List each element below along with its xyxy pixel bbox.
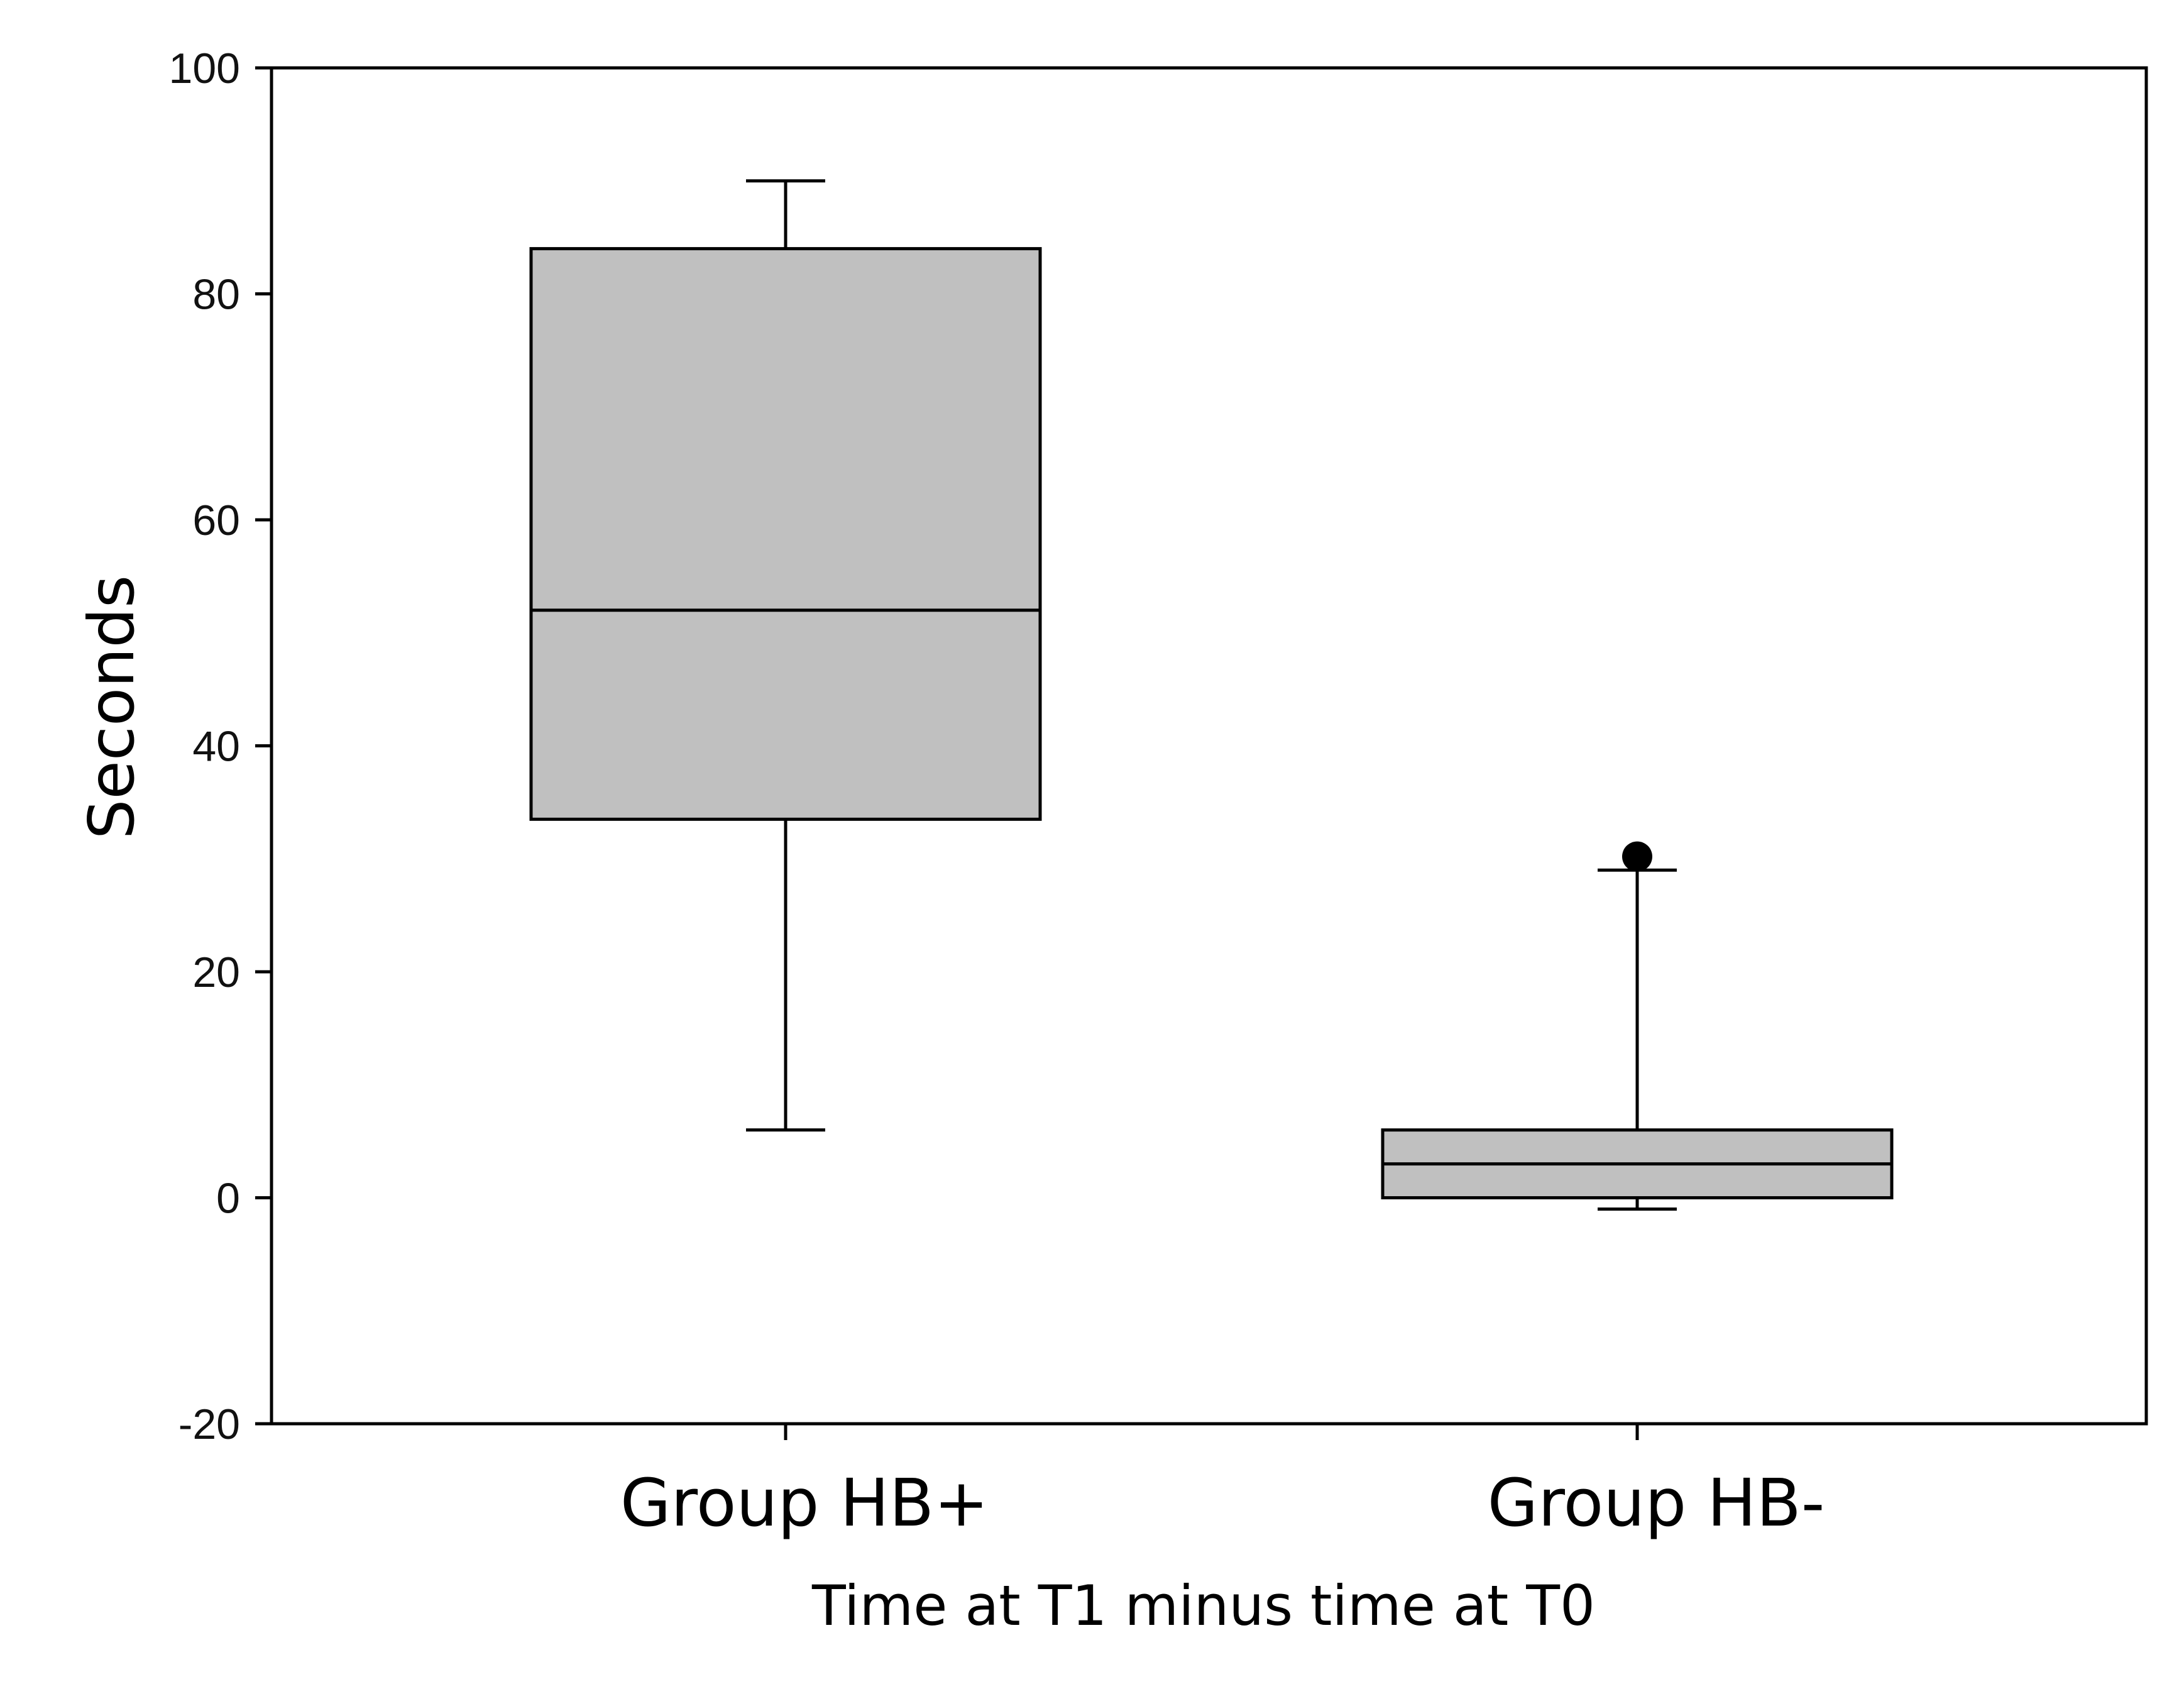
x-axis-title: Time at T1 minus time at T0 — [811, 1573, 1595, 1638]
interquartile-box — [529, 247, 1042, 821]
y-axis: -20 0 20 40 60 80 100 — [169, 45, 272, 1448]
y-tick-label: 40 — [192, 723, 240, 771]
box-1 — [529, 179, 1042, 1132]
boxes — [529, 179, 1894, 1211]
outlier-point — [1622, 841, 1652, 872]
y-tick-label: 100 — [169, 45, 240, 92]
box-2 — [1381, 841, 1894, 1211]
y-tick-label: 20 — [192, 949, 240, 996]
y-tick-label: 0 — [216, 1175, 240, 1223]
y-tick-label: -20 — [178, 1400, 240, 1448]
x-category-label: Group HB+ — [620, 1465, 989, 1541]
x-axis: Group HB+ Group HB- — [620, 1424, 1825, 1541]
y-tick-label: 60 — [192, 497, 240, 544]
y-tick-label: 80 — [192, 271, 240, 319]
x-category-label: Group HB- — [1488, 1465, 1825, 1541]
y-axis-title: Seconds — [75, 575, 148, 839]
